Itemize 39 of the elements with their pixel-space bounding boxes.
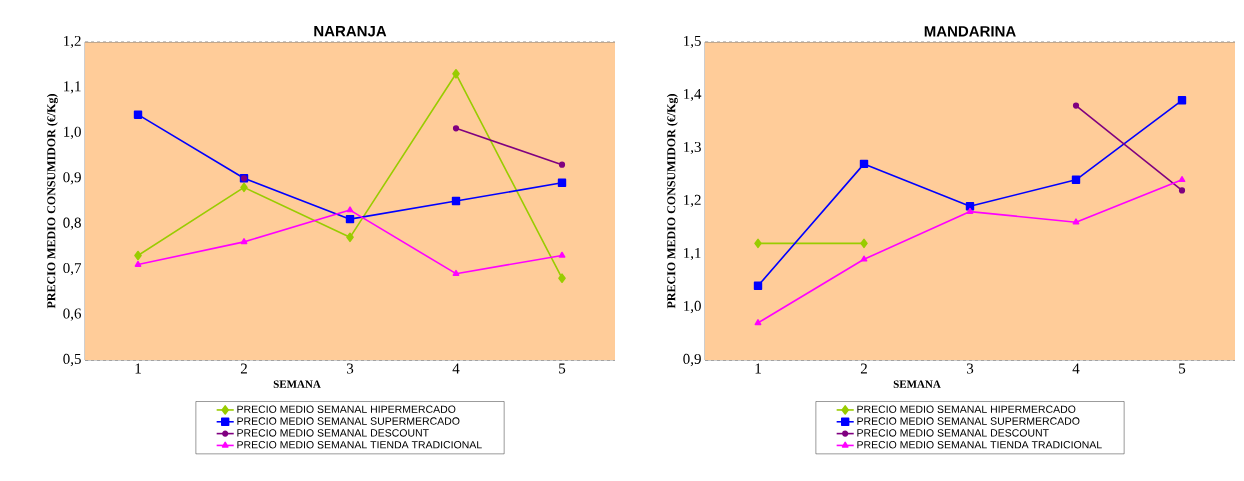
legend-label: PRECIO MEDIO SEMANAL SUPERMERCADO bbox=[857, 417, 1080, 425]
x-tick-label: 2 bbox=[860, 363, 867, 374]
x-tick-label: 2 bbox=[240, 363, 247, 374]
y-tick-label: 0,9 bbox=[683, 353, 701, 367]
x-tick-label: 4 bbox=[1072, 363, 1080, 374]
x-axis-title: SEMANA bbox=[273, 380, 321, 388]
chart-title: MANDARINA bbox=[924, 26, 1016, 37]
x-tick-label: 5 bbox=[1179, 363, 1186, 374]
legend-label: PRECIO MEDIO SEMANAL DESCOUNT bbox=[237, 429, 429, 437]
legend-label: PRECIO MEDIO SEMANAL HIPERMERCADO bbox=[857, 405, 1076, 413]
y-tick-label: 0,7 bbox=[63, 262, 82, 276]
y-tick-label: 0,6 bbox=[63, 308, 82, 321]
legend-label: PRECIO MEDIO SEMANAL HIPERMERCADO bbox=[237, 405, 456, 413]
y-axis-title: PRECIO MEDIO CONSUMIDOR (€/Kg) bbox=[46, 94, 58, 309]
y-tick-label: 1,2 bbox=[684, 194, 701, 208]
y-tick-label: 1,1 bbox=[684, 247, 701, 261]
x-tick-label: 5 bbox=[559, 363, 566, 374]
y-tick-label: 1,0 bbox=[64, 126, 81, 139]
chart-title: NARANJA bbox=[314, 25, 387, 37]
y-tick-label: 0,8 bbox=[63, 217, 81, 230]
y-tick-label: 1,1 bbox=[64, 81, 81, 94]
legend-label: PRECIO MEDIO SEMANAL TIENDA TRADICIONAL bbox=[237, 441, 482, 449]
y-tick-label: 1,5 bbox=[684, 35, 701, 49]
y-tick-label: 0,5 bbox=[63, 353, 81, 367]
legend-label: PRECIO MEDIO SEMANAL SUPERMERCADO bbox=[237, 417, 460, 425]
legend-label: PRECIO MEDIO SEMANAL DESCOUNT bbox=[857, 429, 1049, 437]
x-tick-label: 1 bbox=[755, 363, 761, 374]
y-tick-label: 1,3 bbox=[684, 141, 701, 155]
y-tick-label: 1,2 bbox=[64, 35, 81, 49]
y-tick-label: 1,4 bbox=[684, 88, 702, 102]
x-tick-label: 3 bbox=[346, 363, 354, 374]
y-axis-title: PRECIO MEDIO CONSUMIDOR (€/Kg) bbox=[666, 94, 678, 309]
y-tick-label: 0,9 bbox=[63, 172, 81, 185]
legend-label: PRECIO MEDIO SEMANAL TIENDA TRADICIONAL bbox=[857, 441, 1102, 449]
x-tick-label: 1 bbox=[135, 363, 141, 374]
x-tick-label: 4 bbox=[452, 363, 460, 374]
x-axis-title: SEMANA bbox=[893, 380, 941, 388]
y-tick-label: 1,0 bbox=[684, 300, 701, 314]
x-tick-label: 3 bbox=[966, 363, 974, 374]
